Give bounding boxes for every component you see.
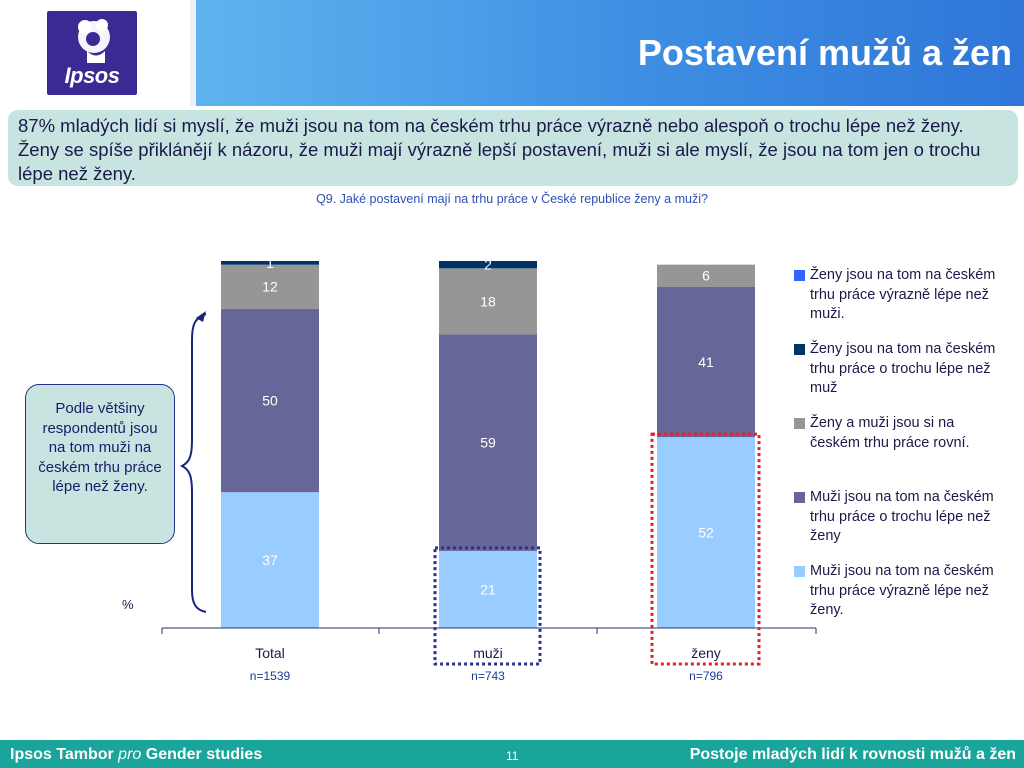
page-number: 11 [506, 749, 519, 763]
sample-size-label: n=796 [689, 669, 723, 683]
header-band: Postavení mužů a žen [196, 0, 1024, 106]
category-label: Total [255, 645, 285, 661]
legend-swatch [794, 270, 805, 281]
logo-text: Ipsos [64, 63, 120, 88]
footer-title: Postoje mladých lidí k rovnosti mužů a ž… [689, 746, 1016, 763]
bar-segment [439, 550, 537, 628]
data-label: 6 [702, 268, 710, 284]
data-label: 1 [266, 255, 274, 271]
bar-segment [657, 286, 755, 438]
bar-segment [657, 437, 755, 628]
x-axis: Total n=1539 muži n=743 ženy n=796 [161, 627, 817, 683]
sample-size-label: n=743 [471, 669, 505, 683]
bar-segment [439, 268, 537, 335]
page-title: Postavení mužů a žen [637, 32, 1012, 73]
legend-swatch [794, 344, 805, 355]
bar-segment [657, 264, 755, 287]
data-label: 41 [698, 354, 714, 370]
logo-area: Ipsos [0, 0, 190, 106]
footer-brand-name: Ipsos Tambor [10, 746, 114, 763]
legend-label: Ženy a muži jsou si na českém trhu práce… [810, 415, 970, 451]
data-label: 18 [480, 293, 496, 309]
bar-segment [439, 334, 537, 551]
percent-unit-label: % [122, 597, 134, 612]
curly-brace [179, 313, 207, 613]
legend-label: Muži jsou na tom na českém trhu práce o … [810, 489, 994, 544]
brace-arrow-head [196, 311, 206, 322]
sample-size-label: n=1539 [250, 669, 291, 683]
legend-label: Ženy jsou na tom na českém trhu práce o … [810, 341, 996, 396]
data-label: 2 [484, 257, 492, 273]
bar-segment [221, 261, 319, 265]
data-label: 52 [698, 525, 714, 541]
footer-bar: Ipsos Tambor pro Gender studies 11 Posto… [0, 740, 1024, 768]
bar-segment [221, 492, 319, 628]
ipsos-logo: Ipsos [47, 11, 137, 95]
data-label: 21 [480, 581, 496, 597]
legend-swatch [794, 492, 805, 503]
data-label: 59 [480, 435, 496, 451]
data-label: 12 [262, 279, 278, 295]
bar-segment [221, 308, 319, 493]
question-text: Q9. Jaké postavení mají na trhu práce v … [316, 192, 708, 206]
legend-swatch [794, 418, 805, 429]
zeny-highlight-box [650, 432, 761, 666]
footer-brand: Ipsos Tambor pro Gender studies [10, 746, 262, 764]
bar-segment [221, 264, 319, 309]
footer-brand-pro: pro [118, 746, 142, 763]
bars-group: 37 50 12 1 21 59 18 2 52 41 6 [221, 255, 755, 628]
category-label: ženy [691, 645, 721, 661]
data-label: 50 [262, 392, 278, 408]
category-label: muži [473, 645, 503, 661]
legend-swatch [794, 566, 805, 577]
callout-box: Podle většiny respondentů jsou na tom mu… [25, 384, 175, 544]
legend-label: Muži jsou na tom na českém trhu práce vý… [810, 563, 994, 618]
muzi-highlight-box [433, 546, 542, 666]
overlay-group [179, 311, 761, 666]
data-label: 37 [262, 552, 278, 568]
footer-brand-topic: Gender studies [145, 746, 263, 763]
legend-label: Ženy jsou na tom na českém trhu práce vý… [810, 267, 996, 322]
header-separator [190, 0, 196, 106]
summary-box: 87% mladých lidí si myslí, že muži jsou … [8, 110, 1018, 186]
bar-segment [439, 261, 537, 269]
